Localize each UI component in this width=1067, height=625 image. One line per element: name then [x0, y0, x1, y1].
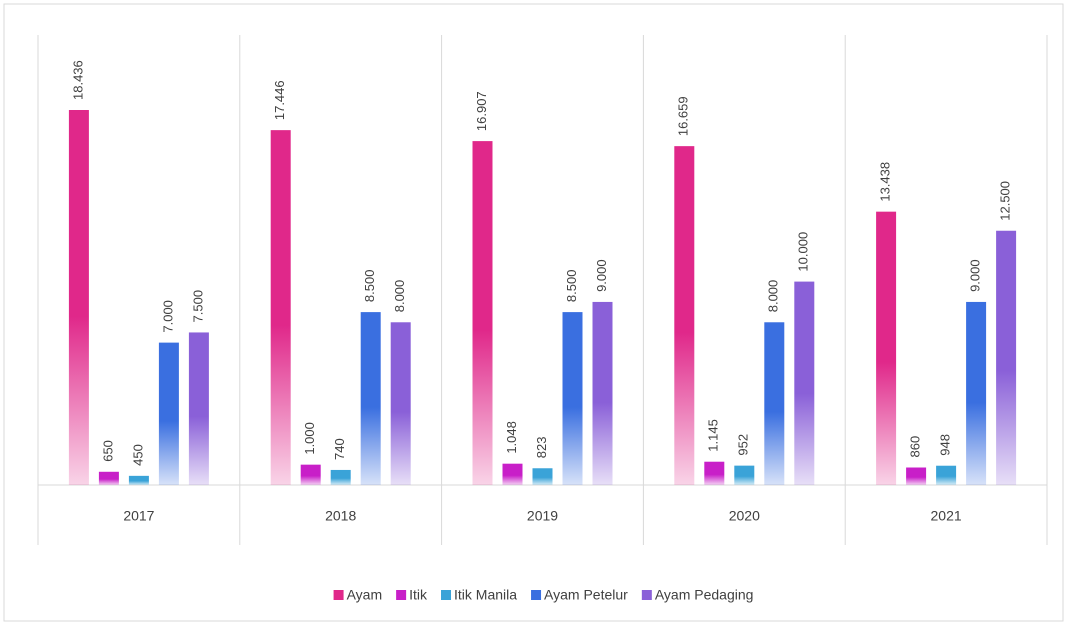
- bar: [128, 475, 149, 485]
- value-label: 7.500: [190, 290, 205, 323]
- bar: [966, 301, 987, 485]
- value-label: 16.659: [676, 96, 691, 136]
- x-tick-label: 2017: [123, 508, 154, 524]
- bar: [98, 471, 119, 485]
- legend-swatch: [531, 590, 542, 600]
- value-label: 17.446: [272, 80, 287, 120]
- value-label: 8.500: [564, 270, 579, 303]
- value-label: 12.500: [998, 181, 1013, 221]
- value-label: 13.438: [878, 162, 893, 202]
- legend-swatch: [641, 590, 652, 600]
- bar: [158, 342, 179, 485]
- value-label: 948: [938, 434, 953, 456]
- legend-label: Ayam Petelur: [544, 587, 628, 603]
- bar: [734, 465, 755, 485]
- bar: [502, 463, 523, 485]
- legend-label: Itik: [409, 587, 428, 603]
- value-label: 8.500: [362, 270, 377, 303]
- value-label: 860: [908, 436, 923, 458]
- legend-label: Ayam Pedaging: [655, 587, 754, 603]
- value-label: 952: [736, 434, 751, 456]
- value-label: 650: [100, 440, 115, 462]
- legend-label: Itik Manila: [454, 587, 517, 603]
- value-label: 18.436: [70, 60, 85, 100]
- legend-swatch: [333, 590, 344, 600]
- bar: [532, 468, 553, 485]
- bar: [390, 322, 411, 485]
- value-label: 823: [534, 437, 549, 459]
- value-label: 16.907: [474, 91, 489, 131]
- legend-label: Ayam: [347, 587, 383, 603]
- legend: Ayam Itik Itik Manila Ayam Petelur Ayam Peda…: [333, 587, 754, 603]
- value-label: 740: [332, 438, 347, 460]
- value-label: 9.000: [594, 259, 609, 292]
- bar: [562, 312, 583, 485]
- value-label: 1.145: [706, 419, 721, 452]
- x-tick-label: 2018: [325, 508, 356, 524]
- value-label: 10.000: [796, 232, 811, 272]
- value-label: 8.000: [392, 280, 407, 313]
- bar: [996, 230, 1017, 485]
- value-label: 7.000: [160, 300, 175, 333]
- bar: [764, 322, 785, 485]
- bar: [270, 130, 291, 485]
- bar: [300, 464, 321, 485]
- bar: [794, 281, 815, 485]
- bar: [704, 461, 725, 485]
- bar: [360, 312, 381, 485]
- x-tick-label: 2020: [729, 508, 760, 524]
- legend-swatch: [396, 590, 407, 600]
- bar: [68, 110, 89, 485]
- x-tick-label: 2019: [527, 508, 558, 524]
- bar: [188, 332, 209, 485]
- value-label: 450: [130, 444, 145, 466]
- legend-swatch: [441, 590, 452, 600]
- value-label: 1.048: [504, 421, 519, 454]
- value-label: 8.000: [766, 280, 781, 313]
- x-tick-label: 2021: [931, 508, 962, 524]
- bar: [330, 469, 351, 485]
- value-label: 9.000: [968, 259, 983, 292]
- bar: [906, 467, 927, 485]
- bar: [592, 301, 613, 485]
- bar: [876, 211, 897, 485]
- bar: [472, 141, 493, 485]
- bar: [674, 146, 695, 485]
- bar: [936, 465, 957, 485]
- value-label: 1.000: [302, 422, 317, 455]
